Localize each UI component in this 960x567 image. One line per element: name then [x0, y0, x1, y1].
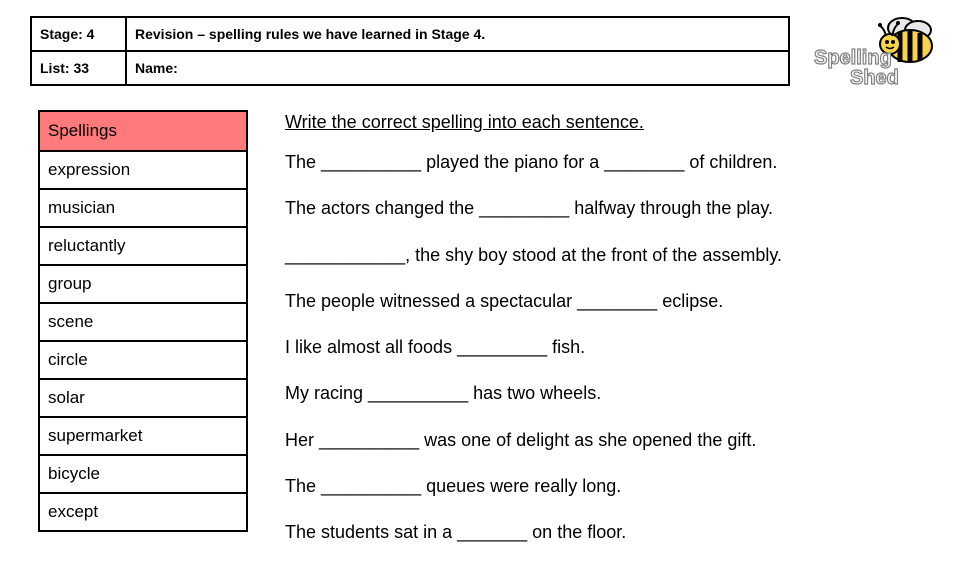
- instruction-text: Write the correct spelling into each sen…: [285, 112, 644, 133]
- sentence: The __________ played the piano for a __…: [285, 150, 925, 174]
- spelling-word: supermarket: [39, 417, 247, 455]
- revision-cell: Revision – spelling rules we have learne…: [126, 17, 789, 51]
- sentences-block: The __________ played the piano for a __…: [285, 150, 925, 567]
- logo-text-bottom: Shed: [850, 67, 899, 89]
- spelling-word: solar: [39, 379, 247, 417]
- spelling-word: except: [39, 493, 247, 531]
- sentence: The people witnessed a spectacular _____…: [285, 289, 925, 313]
- sentence: I like almost all foods _________ fish.: [285, 335, 925, 359]
- sentence: ____________, the shy boy stood at the f…: [285, 243, 925, 267]
- header-table: Stage: 4 Revision – spelling rules we ha…: [30, 16, 790, 86]
- name-cell: Name:: [126, 51, 789, 85]
- sentence: The actors changed the _________ halfway…: [285, 196, 925, 220]
- stage-cell: Stage: 4: [31, 17, 126, 51]
- spelling-word: reluctantly: [39, 227, 247, 265]
- sentence: The __________ queues were really long.: [285, 474, 925, 498]
- spelling-word: scene: [39, 303, 247, 341]
- sentence: Her __________ was one of delight as she…: [285, 428, 925, 452]
- sentence: My racing __________ has two wheels.: [285, 381, 925, 405]
- spelling-shed-logo: Spelling Shed: [812, 12, 942, 92]
- list-cell: List: 33: [31, 51, 126, 85]
- spelling-word: circle: [39, 341, 247, 379]
- logo-text-top: Spelling: [814, 47, 892, 69]
- spelling-word: group: [39, 265, 247, 303]
- spelling-word: bicycle: [39, 455, 247, 493]
- sentence: The students sat in a _______ on the flo…: [285, 520, 925, 544]
- spelling-word: musician: [39, 189, 247, 227]
- spellings-table: Spellings expression musician reluctantl…: [38, 110, 248, 532]
- spellings-header: Spellings: [39, 111, 247, 151]
- spelling-word: expression: [39, 151, 247, 189]
